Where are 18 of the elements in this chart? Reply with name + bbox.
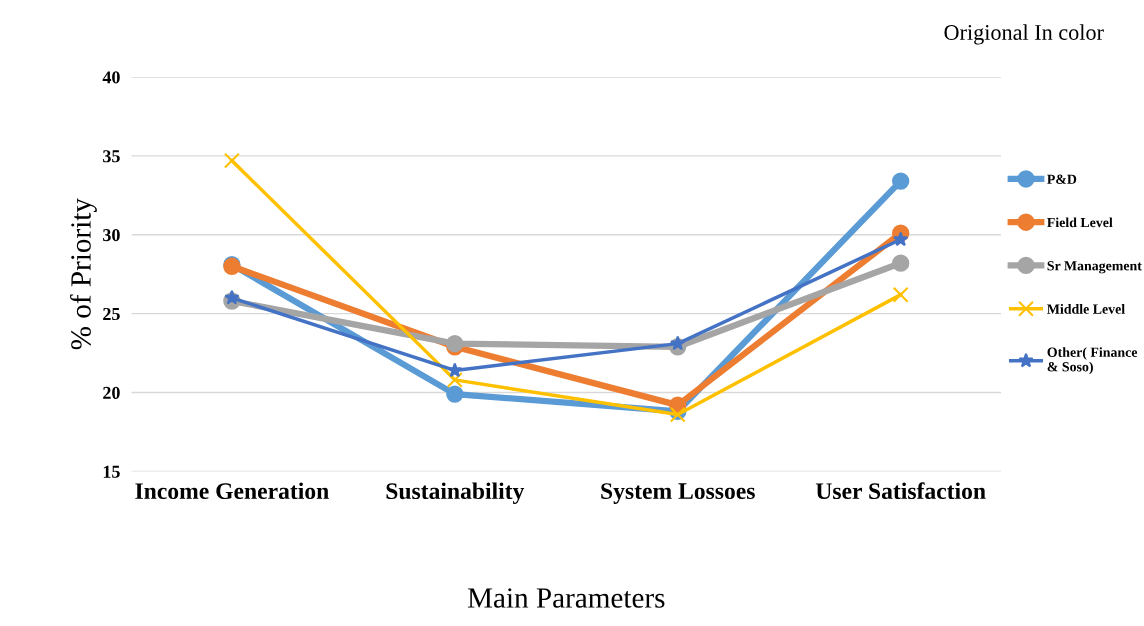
legend-label: P&D [1047,174,1077,184]
y-tick-label: 15 [103,465,120,478]
y-axis-title: % of Priority [70,198,97,350]
text: Origional In color [944,24,1104,45]
y-tick-label: 35 [103,150,120,163]
legend-label: Middle Level [1047,304,1125,314]
x-tick-label: Sustainability [386,482,525,504]
legend-label: Sr Management [1047,261,1142,274]
x-tick-label: Income Generation [135,482,329,500]
x-tick-label: System Lossoes [601,483,755,504]
y-tick-label: 40 [102,71,120,84]
y-tick-label: 25 [103,307,120,321]
legend-label: Other( Finance & Soso) [1047,347,1138,375]
legend-label: Field Level [1047,217,1113,228]
x-axis-title: Main Parameters [467,588,665,608]
y-tick-label: 30 [103,229,120,242]
x-tick-label: User Satisfaction [815,482,986,500]
y-tick-label: 20 [103,386,120,399]
